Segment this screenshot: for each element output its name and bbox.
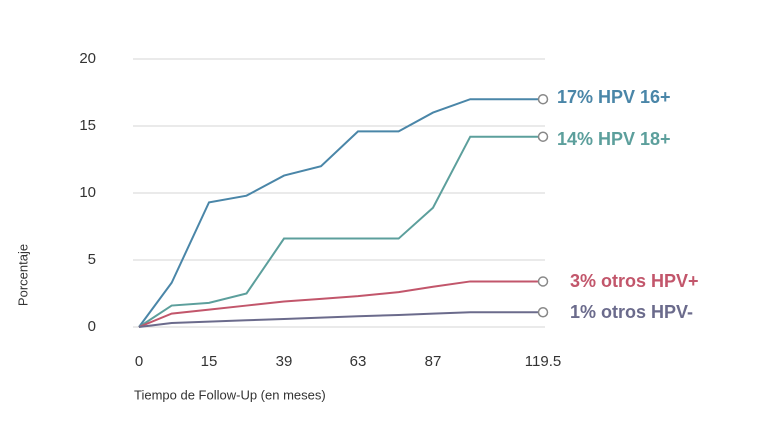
x-tick-label: 0 [135,353,143,370]
x-tick-label: 39 [276,353,293,370]
end-marker [537,276,549,287]
y-tick-label: 15 [79,117,96,134]
series-label: 3% otros HPV+ [570,271,699,291]
x-tick-label: 63 [350,353,367,370]
y-tick-label: 10 [79,184,96,201]
series-line [138,135,543,328]
end-marker [537,93,549,105]
end-marker [537,307,549,318]
series-line [138,311,543,328]
y-tick-label: 20 [79,50,96,67]
x-tick-label: 87 [425,353,442,370]
series-label: 14% HPV 18+ [557,129,671,149]
y-axis-label: Porcentaje [15,244,30,306]
y-tick-label: 0 [88,318,96,335]
end-marker [537,131,549,142]
series-label: 17% HPV 16+ [557,87,671,107]
series-line [138,280,543,328]
x-axis-label: Tiempo de Follow-Up (en meses) [134,387,326,402]
x-tick-label: 119.5 [525,353,561,370]
x-tick-label: 15 [201,353,218,370]
y-tick-label: 5 [88,251,96,268]
series-line [138,98,543,328]
series-label: 1% otros HPV- [570,302,693,322]
